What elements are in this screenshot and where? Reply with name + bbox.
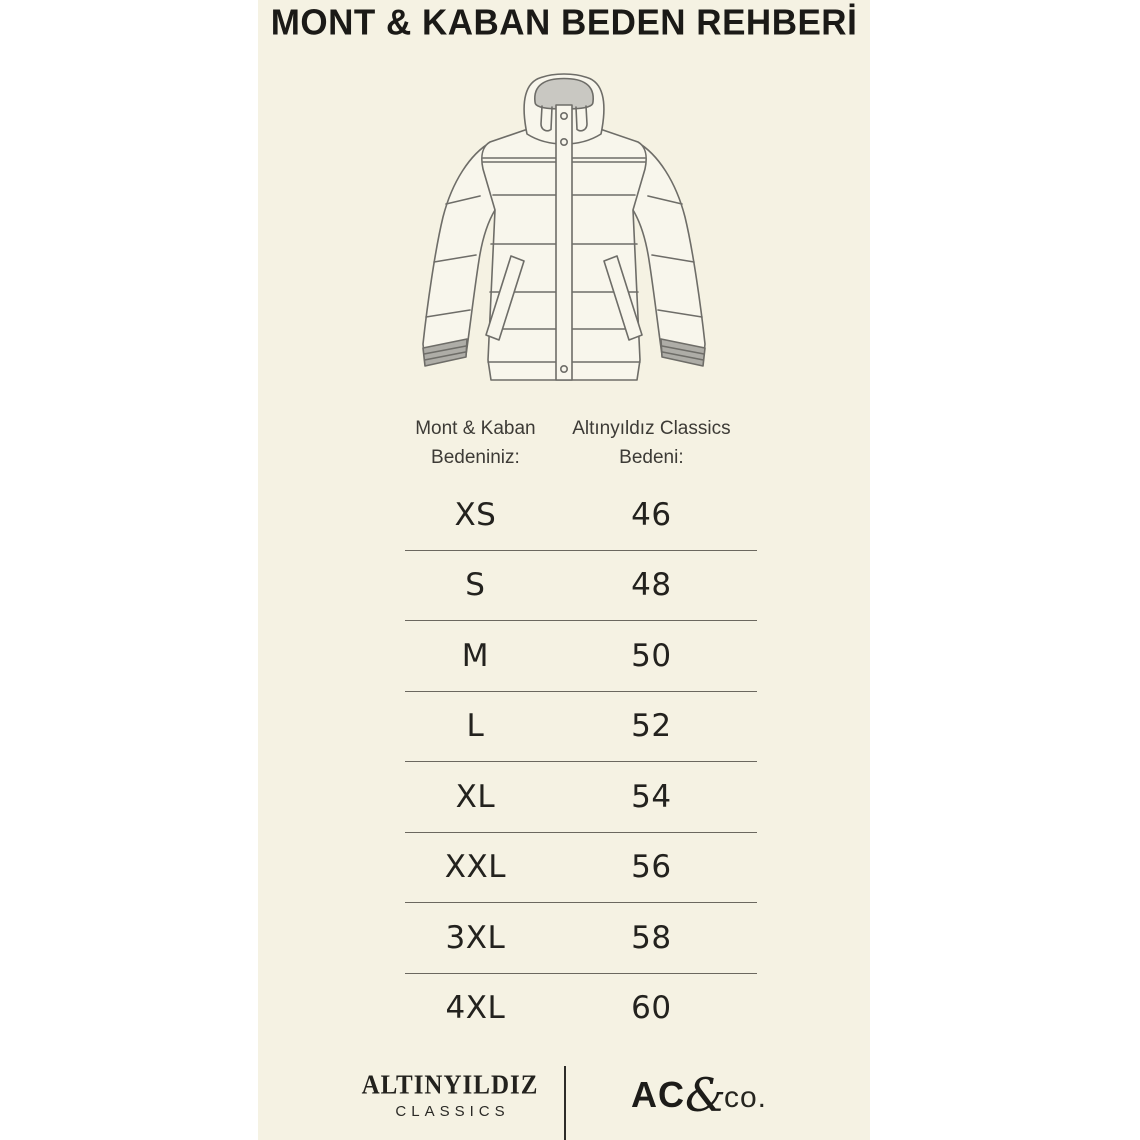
table-row: M 50	[405, 621, 757, 692]
size-table: Mont & Kaban Bedeniniz: Altınyıldız Clas…	[405, 414, 757, 1043]
size-value: 56	[631, 849, 672, 886]
table-row: 4XL 60	[405, 974, 757, 1044]
table-row: XXL 56	[405, 833, 757, 903]
column-header-line: Altınyıldız Classics	[572, 418, 731, 439]
size-value: 52	[631, 708, 672, 745]
size-value: 54	[631, 778, 672, 815]
column-header-line: Mont & Kaban	[415, 418, 536, 439]
size-label: M	[461, 637, 490, 674]
size-label: 3XL	[445, 919, 506, 956]
logo-co-text: co.	[723, 1081, 767, 1114]
column-header-line: Bedeniniz:	[431, 447, 520, 469]
table-row: 3XL 58	[405, 903, 757, 974]
page-title: MONT & KABAN BEDEN REHBERİ	[270, 2, 858, 43]
puffer-jacket-illustration	[394, 72, 734, 392]
size-label: XS	[454, 496, 497, 533]
altinyildiz-logo: ALTINYILDIZ CLASSICS	[350, 1070, 550, 1120]
table-row: XS 46	[405, 480, 757, 551]
size-guide-panel: MONT & KABAN BEDEN REHBERİ	[258, 0, 870, 1140]
size-label: XXL	[444, 849, 507, 886]
table-row: XL 54	[405, 762, 757, 833]
size-label: S	[465, 567, 486, 604]
size-label: L	[466, 708, 485, 745]
logo-ac-text: AC	[631, 1074, 685, 1115]
column-header-your-size: Mont & Kaban Bedeniniz:	[405, 414, 546, 480]
footer-divider	[564, 1066, 566, 1140]
table-row: L 52	[405, 692, 757, 762]
brand-footer: ALTINYILDIZ CLASSICS AC&co.	[258, 1044, 870, 1140]
puffer-jacket-icon	[422, 73, 706, 381]
size-value: 58	[631, 919, 672, 956]
size-table-header: Mont & Kaban Bedeniniz: Altınyıldız Clas…	[405, 414, 757, 480]
acco-logo: AC&co.	[594, 1068, 804, 1122]
size-value: 50	[631, 637, 672, 674]
size-label: 4XL	[445, 990, 506, 1027]
column-header-line: Bedeni:	[619, 447, 684, 469]
size-value: 48	[631, 567, 672, 604]
brand-subtitle: CLASSICS	[395, 1103, 510, 1120]
table-row: S 48	[405, 551, 757, 621]
size-value: 46	[631, 496, 672, 533]
size-value: 60	[631, 990, 672, 1027]
brand-name: ALTINYILDIZ	[361, 1070, 539, 1101]
logo-ampersand: &	[685, 1068, 726, 1122]
size-label: XL	[455, 778, 496, 815]
column-header-brand-size: Altınyıldız Classics Bedeni:	[546, 414, 757, 480]
